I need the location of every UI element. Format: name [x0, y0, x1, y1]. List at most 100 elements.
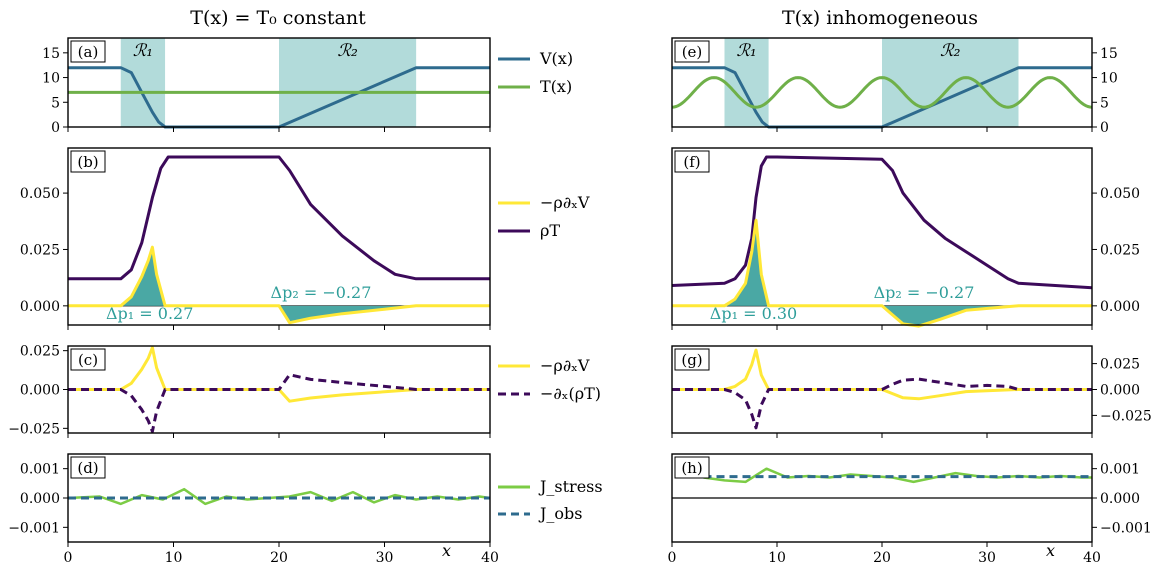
series-b-1 — [68, 155, 490, 281]
series-a-0 — [68, 66, 490, 129]
series-g-1 — [672, 377, 1092, 430]
xtick-label-d-2: 20 — [270, 550, 288, 565]
ytick-label-f-2: 0.050 — [1100, 186, 1140, 202]
panel-label-e: (e) — [682, 43, 703, 61]
xtick-label-d-1: 10 — [165, 550, 183, 565]
ytick-label-g-2: 0.025 — [1100, 357, 1140, 373]
panel-label-box-e — [674, 40, 710, 63]
annotation-dp1-f: Δp₁ = 0.30 — [710, 304, 797, 323]
ytick-label-c-0: −0.025 — [8, 421, 60, 437]
series-b-0 — [68, 245, 490, 325]
x-axis-label-left: x — [442, 541, 451, 560]
series-g-0 — [672, 348, 1092, 401]
panel-label-g: (g) — [681, 351, 702, 369]
series-f-1 — [671, 155, 1093, 290]
panel-label-c: (c) — [78, 351, 98, 369]
panel-label-box-a — [70, 40, 106, 63]
ytick-label-h-1: 0.000 — [1100, 491, 1140, 507]
panel-label-a: (a) — [78, 43, 99, 61]
panel-a: ℛ₁ ℛ₂ 0 5 10 15 (a) — [42, 37, 491, 136]
legend-label-T: T(x) — [540, 77, 572, 96]
ytick-label-b-1: 0.025 — [20, 242, 60, 258]
ytick-label-e-3: 15 — [1100, 46, 1118, 62]
xtick-label-h-3: 30 — [978, 550, 996, 565]
panel-g: −0.025 0.000 0.025 (g) — [671, 345, 1152, 438]
annotation-dp2-f: Δp₂ = −0.27 — [874, 283, 975, 302]
panel-c: −0.025 0.000 0.025 (c) — [8, 344, 491, 438]
legend-label-obs: J_obs — [538, 504, 583, 523]
panel-e: ℛ₁ ℛ₂ 0 5 10 15 (e) — [671, 37, 1118, 136]
series-c-1 — [68, 373, 490, 433]
title-right: T(x) inhomogeneous — [782, 7, 978, 29]
region-R1-a — [120, 38, 166, 127]
legend-row-b: −ρ∂ₓV ρT — [498, 193, 590, 240]
region-R1-e — [724, 38, 769, 127]
panel-label-box-d — [70, 456, 106, 479]
panel-label-h: (h) — [681, 459, 702, 477]
force-area-f — [672, 220, 1092, 327]
ytick-label-d-0: −0.001 — [8, 520, 60, 536]
region-R2-a — [279, 38, 417, 127]
ytick-label-b-2: 0.050 — [20, 186, 60, 202]
legend-label-rhoT: ρT — [540, 221, 560, 240]
ytick-label-a-1: 5 — [51, 95, 60, 111]
series-e-1 — [671, 76, 1093, 109]
ytick-label-g-0: −0.025 — [1100, 408, 1152, 424]
xtick-label-h-4: 40 — [1083, 550, 1101, 565]
xtick-label-h-2: 20 — [873, 550, 891, 565]
region-label-R2-a: ℛ₂ — [337, 41, 358, 61]
series-c-0 — [68, 346, 490, 403]
x-axis-label-right: x — [1046, 541, 1055, 560]
panel-label-box-g — [674, 348, 710, 371]
legend-label-force-b: −ρ∂ₓV — [540, 193, 590, 212]
panel-f: 0.000 0.025 0.050 (f) Δp₁ = 0.30 Δp₂ = −0.27 — [671, 147, 1140, 330]
panel-b: 0.000 0.025 0.050 (b) Δp₁ = 0.27 Δp₂ = −0.27 — [20, 147, 491, 330]
annotation-dp2-b: Δp₂ = −0.27 — [271, 283, 372, 302]
ytick-label-h-0: −0.001 — [1100, 520, 1152, 536]
ytick-label-e-2: 10 — [1100, 71, 1118, 87]
ytick-label-h-2: 0.001 — [1100, 462, 1140, 478]
legend-label-V: V(x) — [539, 49, 573, 68]
title-left: T(x) = T₀ constant — [190, 7, 366, 29]
legend-row-c: −ρ∂ₓV −∂ₓ(ρT) — [498, 356, 601, 403]
panel-label-b: (b) — [77, 153, 98, 171]
legend-row-d: J_stress J_obs — [498, 477, 603, 523]
region-label-R2-e: ℛ₂ — [940, 41, 961, 61]
ytick-label-c-1: 0.000 — [20, 383, 60, 399]
panel-h: −0.001 0.000 0.001 0 10 20 30 40 (h) — [668, 453, 1152, 565]
panel-label-d: (d) — [77, 459, 98, 477]
series-f-0 — [672, 218, 1092, 328]
ytick-label-e-1: 5 — [1100, 95, 1109, 111]
region-label-R1-a: ℛ₁ — [133, 41, 153, 61]
legend-label-gradrhoT: −∂ₓ(ρT) — [540, 384, 601, 403]
ytick-label-g-1: 0.000 — [1100, 383, 1140, 399]
xtick-label-d-4: 40 — [481, 550, 499, 565]
region-label-R1-e: ℛ₁ — [736, 41, 756, 61]
ytick-label-f-1: 0.025 — [1100, 242, 1140, 258]
ytick-label-f-0: 0.000 — [1100, 299, 1140, 315]
xtick-label-d-3: 30 — [376, 550, 394, 565]
ytick-label-d-2: 0.001 — [20, 462, 60, 478]
panel-d: −0.001 0.000 0.001 0 10 20 30 40 (d) — [8, 453, 499, 565]
panel-label-box-c — [70, 348, 106, 371]
series-e-0 — [672, 66, 1092, 129]
annotation-dp1-b: Δp₁ = 0.27 — [106, 304, 193, 323]
legend-row-a: V(x) T(x) — [498, 49, 573, 96]
ytick-label-d-1: 0.000 — [20, 491, 60, 507]
region-R2-e — [882, 38, 1019, 127]
ytick-label-c-2: 0.025 — [20, 344, 60, 360]
panel-label-box-b — [70, 150, 106, 173]
legend-label-force-c: −ρ∂ₓV — [540, 356, 590, 375]
ytick-label-a-0: 0 — [51, 120, 60, 136]
xtick-label-h-1: 10 — [768, 550, 786, 565]
ytick-label-e-0: 0 — [1100, 120, 1109, 136]
panel-label-f: (f) — [683, 153, 700, 171]
panel-label-box-h — [674, 456, 710, 479]
force-area-b — [68, 247, 490, 323]
legend-label-stress: J_stress — [538, 477, 603, 496]
panel-label-box-f — [674, 150, 710, 173]
ytick-label-b-0: 0.000 — [20, 299, 60, 315]
xtick-label-d-0: 0 — [64, 550, 73, 565]
ytick-label-a-2: 10 — [42, 71, 60, 87]
